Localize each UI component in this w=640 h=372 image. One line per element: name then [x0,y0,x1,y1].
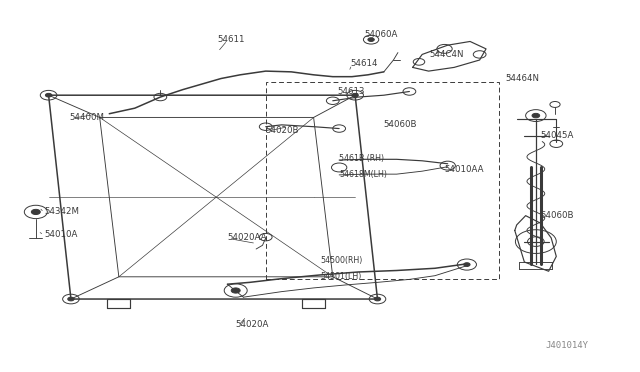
Text: 54611: 54611 [218,35,245,44]
Circle shape [368,38,374,41]
Circle shape [231,288,240,293]
Circle shape [45,93,52,97]
Text: 54618M(LH): 54618M(LH) [339,170,387,179]
Text: 54020A: 54020A [236,321,269,330]
Circle shape [31,209,40,215]
Text: 54045A: 54045A [540,131,573,141]
Text: 54020AA: 54020AA [227,233,267,243]
Circle shape [68,297,74,301]
Text: 54020B: 54020B [266,126,300,135]
Text: 54613: 54613 [338,87,365,96]
Circle shape [352,93,358,97]
Text: 54400M: 54400M [70,113,105,122]
Text: 54060A: 54060A [365,29,398,39]
Text: 54464N: 54464N [505,74,539,83]
Text: 5461B (RH): 5461B (RH) [339,154,384,163]
Text: 54614: 54614 [351,59,378,68]
Text: 544C4N: 544C4N [430,50,465,59]
Text: 54010A: 54010A [44,230,77,239]
Text: 54060B: 54060B [384,121,417,129]
Circle shape [464,263,470,266]
Text: 54500(RH): 54500(RH) [320,256,362,264]
Circle shape [532,113,540,118]
Bar [266,82,499,279]
Text: J401014Y: J401014Y [545,341,588,350]
Text: 54060B: 54060B [540,211,574,220]
Circle shape [374,297,381,301]
Text: 54010AA: 54010AA [445,165,484,174]
Text: 54342M: 54342M [44,208,79,217]
Text: 54501(LH): 54501(LH) [320,272,361,281]
